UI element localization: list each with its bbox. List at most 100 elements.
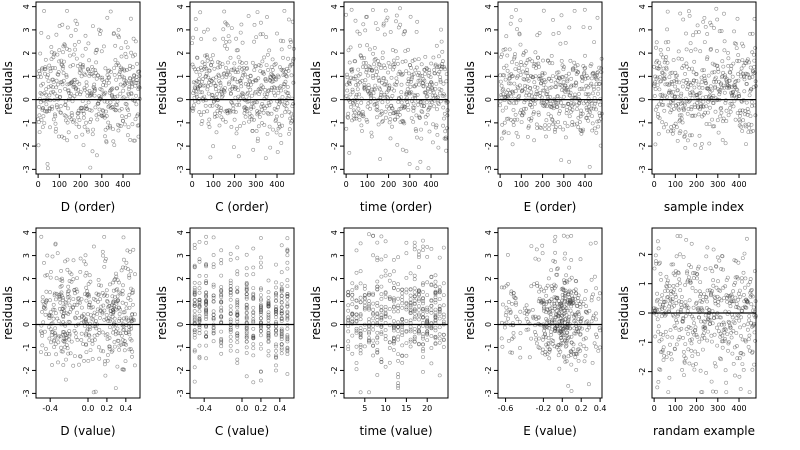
data-point	[716, 299, 721, 304]
data-point	[197, 323, 202, 328]
data-points	[499, 233, 602, 393]
data-point	[425, 67, 429, 71]
data-point	[517, 319, 522, 324]
data-point	[431, 55, 436, 60]
data-point	[441, 303, 446, 308]
data-point	[383, 291, 388, 296]
data-point	[383, 328, 388, 332]
y-tick-label: 2	[176, 51, 185, 56]
data-point	[652, 81, 657, 86]
data-point	[375, 104, 380, 109]
data-point	[588, 25, 592, 30]
data-point	[537, 289, 542, 294]
data-point	[710, 70, 715, 75]
data-point	[663, 299, 668, 304]
data-point	[379, 313, 384, 317]
data-point	[354, 284, 359, 289]
data-point	[106, 80, 111, 85]
data-point	[404, 319, 409, 323]
data-point	[114, 102, 118, 107]
data-point	[103, 83, 108, 88]
data-point	[545, 92, 550, 97]
data-point	[90, 132, 95, 137]
data-point	[433, 279, 438, 284]
data-point	[122, 316, 126, 321]
data-point	[60, 349, 65, 354]
data-point	[228, 317, 233, 322]
data-point	[705, 245, 710, 250]
data-point	[566, 290, 571, 295]
data-point	[250, 128, 255, 133]
data-point	[358, 351, 363, 356]
data-point	[41, 114, 46, 119]
data-points	[192, 234, 290, 385]
data-point	[672, 79, 677, 84]
data-point	[250, 93, 254, 98]
data-point	[274, 309, 278, 314]
data-point	[687, 98, 692, 103]
data-point	[578, 257, 583, 262]
data-point	[124, 330, 128, 335]
data-point	[442, 93, 447, 98]
data-point	[224, 75, 229, 79]
data-point	[535, 91, 540, 96]
data-point	[406, 47, 411, 52]
data-point	[547, 356, 552, 361]
data-point	[408, 287, 413, 292]
data-point	[86, 358, 91, 363]
data-point	[572, 60, 577, 65]
data-point	[545, 307, 550, 312]
data-point	[594, 332, 598, 337]
data-point	[201, 83, 206, 88]
data-point	[204, 299, 209, 304]
data-point	[416, 331, 421, 336]
data-point	[211, 284, 216, 289]
data-point	[217, 123, 222, 128]
data-point	[415, 166, 420, 171]
data-point	[728, 325, 733, 330]
data-point	[83, 73, 88, 77]
data-point	[699, 390, 704, 395]
data-point	[433, 87, 438, 91]
data-point	[132, 363, 137, 368]
data-point	[660, 94, 665, 99]
data-point	[433, 300, 438, 305]
data-point	[596, 296, 601, 301]
data-point	[584, 73, 589, 78]
data-point	[661, 102, 666, 107]
data-point	[104, 317, 109, 321]
data-point	[570, 296, 575, 301]
y-tick-label: 2	[22, 276, 31, 281]
data-point	[694, 72, 699, 76]
data-point	[522, 100, 527, 105]
data-point	[111, 127, 115, 132]
data-point	[266, 68, 271, 72]
data-point	[115, 278, 120, 283]
data-point	[548, 306, 552, 311]
data-point	[122, 68, 127, 73]
data-point	[367, 47, 372, 52]
data-point	[262, 92, 267, 97]
data-point	[700, 95, 705, 100]
data-point	[53, 112, 57, 117]
data-point	[194, 70, 199, 74]
data-point	[197, 317, 202, 322]
data-point	[674, 318, 679, 323]
data-point	[258, 286, 263, 291]
data-point	[285, 334, 290, 339]
data-point	[108, 100, 113, 105]
data-point	[425, 315, 430, 320]
data-point	[728, 78, 732, 83]
data-point	[689, 341, 694, 346]
data-point	[192, 263, 197, 268]
data-point	[547, 127, 551, 132]
data-point	[258, 302, 263, 307]
data-point	[103, 90, 108, 95]
data-point	[71, 305, 75, 310]
data-point	[128, 16, 133, 21]
data-point	[91, 390, 96, 395]
data-point	[441, 293, 446, 298]
data-point	[437, 316, 442, 321]
data-point	[206, 121, 211, 126]
